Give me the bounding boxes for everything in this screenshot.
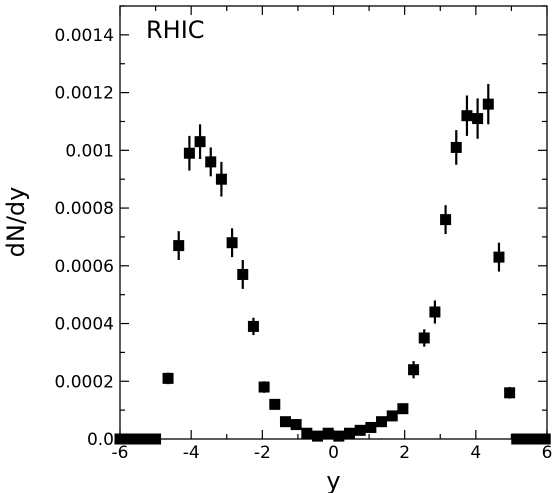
y-tick-label: 0.0012	[55, 84, 114, 104]
data-point	[269, 398, 281, 410]
data-point	[162, 372, 174, 384]
data-point	[365, 421, 377, 433]
data-point	[226, 237, 238, 249]
data-points	[114, 83, 551, 445]
data-point	[493, 251, 505, 263]
y-tick-label: 0.0004	[55, 315, 114, 335]
data-point	[482, 98, 494, 110]
y-tick-label: 0.001	[65, 141, 114, 161]
data-point	[258, 381, 270, 393]
data-point	[333, 430, 345, 442]
x-tick-label: -6	[112, 443, 129, 463]
data-point	[322, 427, 334, 439]
data-point	[205, 156, 217, 168]
data-point	[301, 427, 313, 439]
x-tick-label: 6	[542, 443, 553, 463]
data-point	[290, 419, 302, 431]
data-point	[237, 268, 249, 280]
y-axis-title: dN/dy	[2, 187, 30, 258]
data-point	[247, 320, 259, 332]
data-point	[279, 416, 291, 428]
data-point	[311, 430, 323, 442]
data-point	[450, 141, 462, 153]
y-tick-label: 0.0008	[55, 199, 114, 219]
data-point	[418, 332, 430, 344]
data-point	[440, 214, 452, 226]
y-tick-label: 0.0014	[55, 26, 114, 46]
data-point	[183, 147, 195, 159]
data-point	[386, 410, 398, 422]
data-point	[344, 427, 356, 439]
corner-annotation: RHIC	[146, 16, 205, 44]
data-point	[504, 387, 516, 399]
y-tick-label: 0.0002	[55, 372, 114, 392]
data-point	[408, 364, 420, 376]
data-point	[429, 306, 441, 318]
data-point	[461, 110, 473, 122]
data-point	[173, 240, 185, 252]
ticks-layer: -6 -4 -2 0 2 4 6 0.0 0.0002 0.0004 0.0006 0.0008 0.0…	[55, 5, 553, 463]
data-point	[215, 173, 227, 185]
y-tick-label: 0.0	[87, 430, 114, 450]
y-tick-label: 0.0006	[55, 257, 114, 277]
plot-frame	[119, 5, 548, 440]
x-tick-label: 2	[399, 443, 410, 463]
x-tick-label: 0	[328, 443, 339, 463]
data-point	[354, 424, 366, 436]
data-point	[472, 113, 484, 125]
x-tick-label: -4	[183, 443, 200, 463]
data-point	[397, 403, 409, 415]
x-tick-label: 4	[470, 443, 481, 463]
x-axis-title: y	[326, 467, 340, 493]
x-tick-label: -2	[254, 443, 271, 463]
data-point	[194, 136, 206, 148]
data-point	[376, 416, 388, 428]
